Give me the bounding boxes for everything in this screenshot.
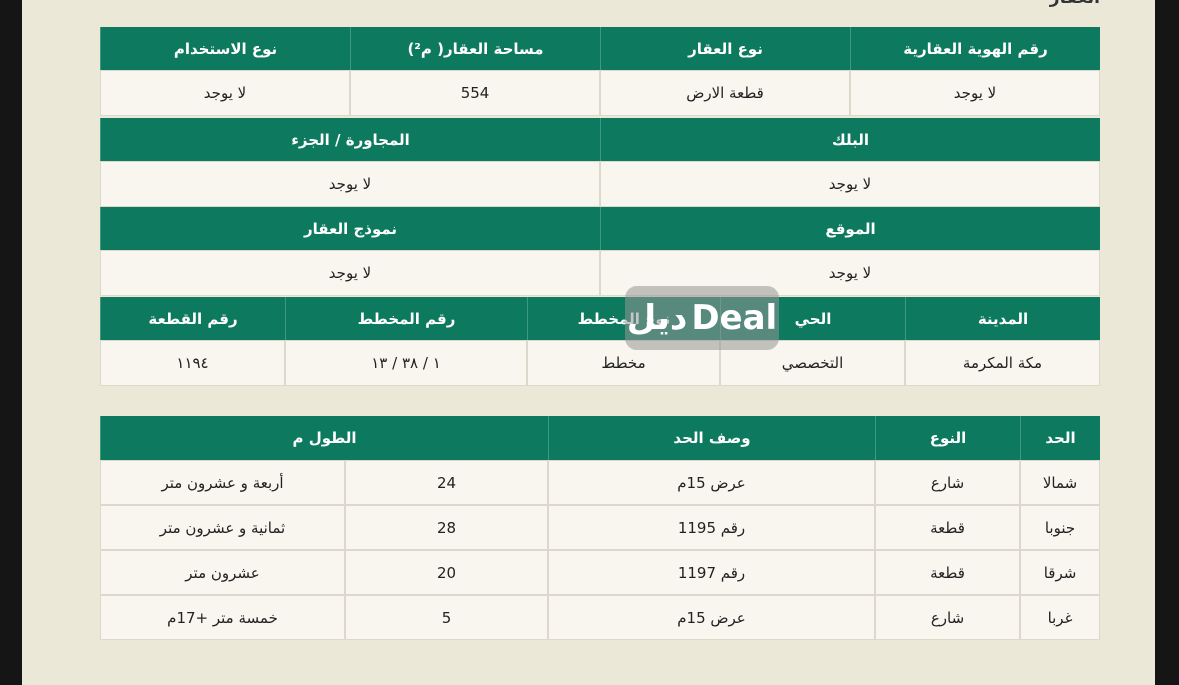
value-cell: قطعة الارض bbox=[600, 70, 850, 116]
section-title: العقار bbox=[1050, 0, 1100, 8]
value-cell: شارع bbox=[875, 460, 1020, 505]
value-cell: جنوبا bbox=[1020, 505, 1100, 550]
value-cell: قطعة bbox=[875, 550, 1020, 595]
value-cell: لا يوجد bbox=[100, 161, 600, 207]
header-cell: نوع العقار bbox=[600, 27, 850, 70]
watermark-arabic: ديل bbox=[626, 298, 688, 338]
header-cell: النوع bbox=[875, 416, 1020, 460]
header-cell: مساحة العقار( م²) bbox=[350, 27, 600, 70]
value-cell: شرقا bbox=[1020, 550, 1100, 595]
value-cell: 554 bbox=[350, 70, 600, 116]
header-cell: البلك bbox=[600, 118, 1100, 161]
value-cell: رقم 1197 bbox=[548, 550, 875, 595]
value-cell: خمسة متر +17م bbox=[100, 595, 345, 640]
header-cell: نموذج العقار bbox=[100, 207, 600, 250]
header-cell: نوع الاستخدام bbox=[100, 27, 350, 70]
watermark: ديل Deal bbox=[625, 286, 779, 350]
value-cell: شارع bbox=[875, 595, 1020, 640]
value-cell: لا يوجد bbox=[100, 70, 350, 116]
header-cell: رقم القطعة bbox=[100, 297, 285, 340]
header-cell: رقم المخطط bbox=[285, 297, 527, 340]
value-cell: 24 bbox=[345, 460, 548, 505]
header-cell: رقم الهوية العقارية bbox=[850, 27, 1100, 70]
value-cell: لا يوجد bbox=[100, 250, 600, 296]
value-cell: 28 bbox=[345, 505, 548, 550]
header-cell: الطول م bbox=[100, 416, 548, 460]
value-cell: غربا bbox=[1020, 595, 1100, 640]
value-cell: عرض 15م bbox=[548, 595, 875, 640]
value-cell: رقم 1195 bbox=[548, 505, 875, 550]
value-cell: ثمانية و عشرون متر bbox=[100, 505, 345, 550]
value-cell: عرض 15م bbox=[548, 460, 875, 505]
header-cell: وصف الحد bbox=[548, 416, 875, 460]
value-cell: قطعة bbox=[875, 505, 1020, 550]
value-cell: أربعة و عشرون متر bbox=[100, 460, 345, 505]
watermark-latin: Deal bbox=[691, 298, 778, 338]
header-cell: المدينة bbox=[905, 297, 1100, 340]
header-cell: الحد bbox=[1020, 416, 1100, 460]
value-cell: لا يوجد bbox=[850, 70, 1100, 116]
value-cell: 5 bbox=[345, 595, 548, 640]
header-cell: الموقع bbox=[600, 207, 1100, 250]
value-cell: عشرون متر bbox=[100, 550, 345, 595]
value-cell: ١١٩٤ bbox=[100, 340, 285, 386]
value-cell: مكة المكرمة bbox=[905, 340, 1100, 386]
value-cell: ١ / ٣٨ / ١٣ bbox=[285, 340, 527, 386]
value-cell: شمالا bbox=[1020, 460, 1100, 505]
value-cell: 20 bbox=[345, 550, 548, 595]
value-cell: لا يوجد bbox=[600, 161, 1100, 207]
header-cell: المجاورة / الجزء bbox=[100, 118, 600, 161]
